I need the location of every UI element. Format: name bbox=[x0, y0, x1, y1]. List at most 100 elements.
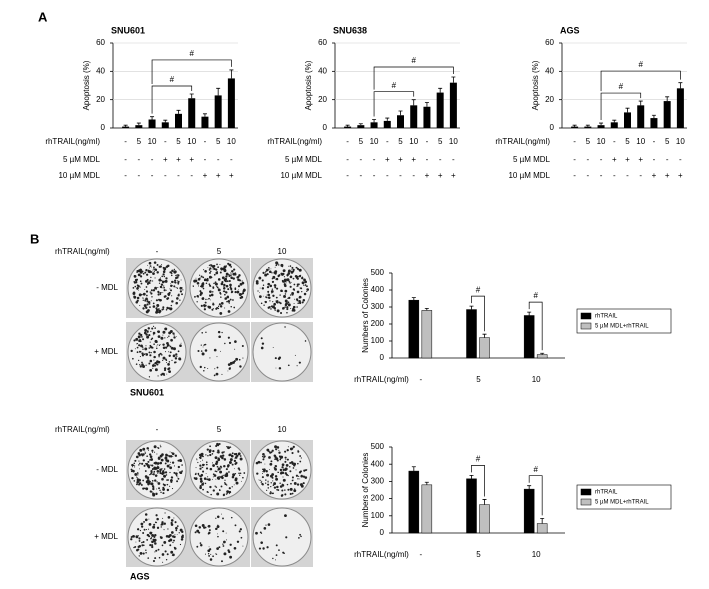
colony bbox=[170, 550, 174, 554]
colony bbox=[202, 287, 205, 290]
row-value: + bbox=[425, 171, 430, 180]
colony bbox=[298, 475, 300, 477]
colony bbox=[242, 476, 244, 479]
colony bbox=[152, 305, 156, 308]
colony bbox=[147, 269, 150, 271]
colony bbox=[295, 469, 297, 471]
colony bbox=[211, 268, 213, 270]
row-value: - bbox=[600, 171, 603, 180]
colony bbox=[270, 460, 273, 463]
colony bbox=[139, 529, 142, 532]
plate-title: SNU601 bbox=[130, 387, 164, 397]
colony bbox=[201, 282, 205, 286]
colony bbox=[162, 306, 165, 309]
bar bbox=[479, 504, 490, 534]
colony bbox=[266, 546, 269, 549]
colony bbox=[215, 460, 219, 464]
colony bbox=[156, 488, 158, 490]
plate-column-label: 5 bbox=[217, 425, 222, 434]
colony bbox=[216, 366, 219, 369]
colony bbox=[151, 479, 154, 482]
colony bbox=[234, 287, 237, 290]
error-bar bbox=[665, 96, 670, 102]
colony bbox=[147, 264, 149, 266]
colony bbox=[290, 482, 292, 485]
colony bbox=[215, 271, 219, 275]
error-bar bbox=[345, 124, 350, 127]
colony bbox=[212, 268, 214, 270]
colony bbox=[160, 373, 163, 376]
colony bbox=[260, 337, 263, 340]
colony bbox=[275, 448, 278, 451]
colony bbox=[160, 299, 162, 302]
colony bbox=[215, 486, 218, 488]
colony bbox=[133, 339, 136, 342]
colony bbox=[201, 284, 203, 286]
colony bbox=[228, 490, 232, 494]
colony bbox=[274, 468, 277, 471]
colony bbox=[225, 291, 227, 293]
colony bbox=[166, 464, 170, 468]
colony bbox=[136, 343, 139, 345]
x-tick-label: - bbox=[653, 137, 656, 146]
colony bbox=[262, 470, 264, 472]
colony bbox=[207, 298, 209, 300]
row-value: - bbox=[124, 171, 127, 180]
colony bbox=[136, 480, 140, 484]
plate-column-label: - bbox=[156, 425, 159, 434]
colony bbox=[216, 356, 218, 358]
colony bbox=[145, 353, 149, 356]
colony bbox=[260, 346, 264, 350]
colony bbox=[144, 513, 148, 516]
colony bbox=[259, 531, 262, 534]
colony bbox=[282, 269, 286, 273]
colony bbox=[138, 537, 141, 540]
colony bbox=[151, 544, 154, 547]
colony bbox=[222, 545, 225, 547]
colony bbox=[267, 290, 270, 293]
colony bbox=[273, 271, 276, 274]
colony bbox=[273, 284, 277, 287]
chart-title: AGS bbox=[560, 25, 580, 35]
colony bbox=[228, 367, 231, 370]
colony bbox=[279, 482, 281, 484]
bar bbox=[536, 354, 548, 359]
colony bbox=[237, 289, 239, 291]
bar bbox=[122, 126, 130, 128]
colony bbox=[240, 536, 243, 539]
colony bbox=[255, 531, 258, 535]
colony bbox=[159, 470, 162, 473]
colony bbox=[132, 464, 135, 467]
colony bbox=[207, 267, 209, 268]
colony bbox=[269, 469, 271, 470]
colony bbox=[260, 541, 263, 544]
colony bbox=[166, 361, 167, 363]
colony bbox=[142, 453, 145, 456]
colony bbox=[202, 488, 204, 491]
colony bbox=[216, 271, 218, 273]
colony bbox=[238, 472, 240, 475]
colony bbox=[273, 486, 277, 489]
colony bbox=[174, 547, 177, 550]
colony bbox=[276, 309, 280, 313]
colony bbox=[242, 357, 244, 359]
colony bbox=[227, 549, 230, 552]
bar bbox=[624, 112, 631, 128]
colony bbox=[234, 340, 237, 343]
colony bbox=[257, 290, 259, 292]
colony bbox=[214, 485, 216, 487]
bar bbox=[344, 126, 352, 128]
plate-column-label: - bbox=[156, 247, 159, 256]
colony bbox=[272, 484, 275, 486]
colony bbox=[155, 514, 158, 517]
colony bbox=[209, 267, 212, 270]
colony bbox=[283, 276, 286, 278]
colony bbox=[162, 273, 165, 276]
colony bbox=[162, 359, 164, 361]
colony bbox=[263, 456, 265, 459]
colony bbox=[279, 458, 282, 461]
colony bbox=[259, 287, 261, 289]
colony bbox=[217, 469, 219, 471]
colony bbox=[161, 264, 163, 266]
colony bbox=[274, 357, 277, 360]
